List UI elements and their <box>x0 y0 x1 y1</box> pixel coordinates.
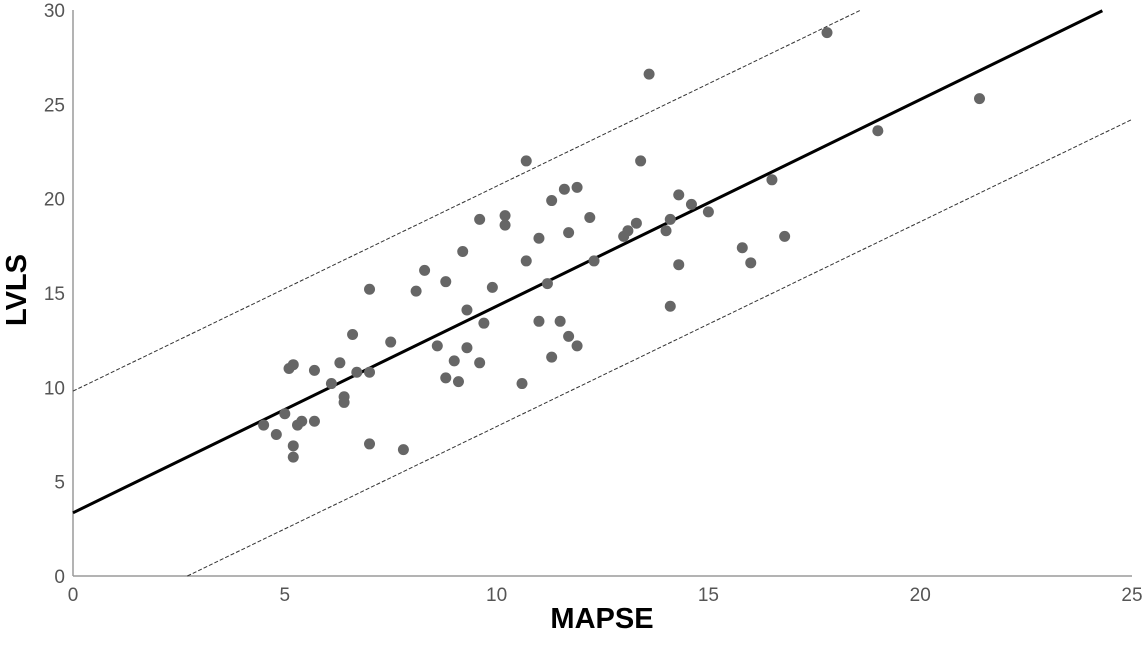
data-point <box>385 336 397 348</box>
fit-line-group <box>72 9 1104 515</box>
upper-prediction-line <box>72 9 862 392</box>
data-point <box>461 342 473 354</box>
data-point <box>974 93 986 105</box>
data-point <box>448 355 460 367</box>
data-point <box>499 219 511 231</box>
y-tick-label: 0 <box>54 567 65 588</box>
data-point <box>347 329 359 341</box>
data-point <box>554 315 566 327</box>
tick-labels: 0 5 10 15 20 25 0 5 10 15 20 25 30 <box>44 1 1143 606</box>
x-tick-label: 0 <box>68 585 79 606</box>
data-point <box>533 315 545 327</box>
data-point <box>571 340 583 352</box>
y-tick-label: 20 <box>44 190 65 211</box>
data-point <box>296 415 308 427</box>
data-point <box>258 419 270 431</box>
data-point <box>736 242 748 254</box>
x-tick-label: 10 <box>486 585 507 606</box>
data-point <box>563 227 575 239</box>
data-point <box>664 213 676 225</box>
data-point <box>440 276 452 288</box>
data-point <box>474 357 486 369</box>
data-point <box>745 257 757 269</box>
data-point <box>364 283 376 295</box>
y-tick-label: 25 <box>44 95 65 116</box>
data-point <box>457 245 469 257</box>
data-point <box>334 357 346 369</box>
data-point <box>622 225 634 237</box>
data-point <box>397 444 409 456</box>
data-point <box>660 225 672 237</box>
data-point <box>461 304 473 316</box>
x-tick-label: 20 <box>910 585 931 606</box>
prediction-bands <box>72 9 1133 577</box>
data-point <box>643 68 655 80</box>
axes <box>72 10 1132 577</box>
data-point <box>779 230 791 242</box>
data-point <box>685 198 697 210</box>
data-point <box>558 183 570 195</box>
data-point <box>520 155 532 167</box>
data-point <box>410 285 422 297</box>
x-axis-title: MAPSE <box>550 603 653 635</box>
y-tick-label: 15 <box>44 284 65 305</box>
y-tick-label: 5 <box>54 473 65 494</box>
data-point <box>308 364 320 376</box>
y-tick-label: 30 <box>44 1 65 22</box>
data-point <box>474 213 486 225</box>
data-point <box>419 264 431 276</box>
data-point <box>431 340 443 352</box>
data-point <box>546 195 558 207</box>
data-point <box>516 378 528 390</box>
x-tick-label: 5 <box>280 585 291 606</box>
data-point <box>563 330 575 342</box>
data-point <box>588 255 600 267</box>
data-point <box>664 300 676 312</box>
data-point <box>821 27 833 39</box>
data-point <box>702 206 714 218</box>
data-point <box>308 415 320 427</box>
fit-line <box>72 9 1104 515</box>
data-point <box>440 372 452 384</box>
data-point <box>364 438 376 450</box>
data-point <box>279 408 291 420</box>
data-point <box>499 210 511 222</box>
data-point <box>520 255 532 267</box>
y-axis-title: LVLS <box>1 254 33 326</box>
data-point <box>630 217 642 229</box>
data-point <box>452 376 464 388</box>
data-point <box>673 259 685 271</box>
data-point <box>486 281 498 293</box>
data-point <box>325 378 337 390</box>
data-point <box>270 429 282 440</box>
y-tick-label: 10 <box>44 378 65 399</box>
data-point <box>287 440 299 452</box>
data-point <box>635 155 647 167</box>
data-point <box>533 232 545 244</box>
data-point <box>673 189 685 201</box>
data-point <box>766 174 778 186</box>
lower-prediction-line <box>187 118 1133 577</box>
data-point <box>872 125 884 137</box>
x-tick-label: 25 <box>1121 585 1142 606</box>
data-point <box>287 451 299 463</box>
data-point <box>478 317 490 329</box>
data-points <box>258 27 986 463</box>
data-point <box>351 366 363 378</box>
x-tick-label: 15 <box>698 585 719 606</box>
data-point <box>287 359 299 371</box>
data-point <box>584 212 596 224</box>
data-point <box>338 391 350 403</box>
data-point <box>546 351 558 363</box>
data-point <box>541 278 553 290</box>
data-point <box>364 366 376 378</box>
data-point <box>571 181 583 193</box>
